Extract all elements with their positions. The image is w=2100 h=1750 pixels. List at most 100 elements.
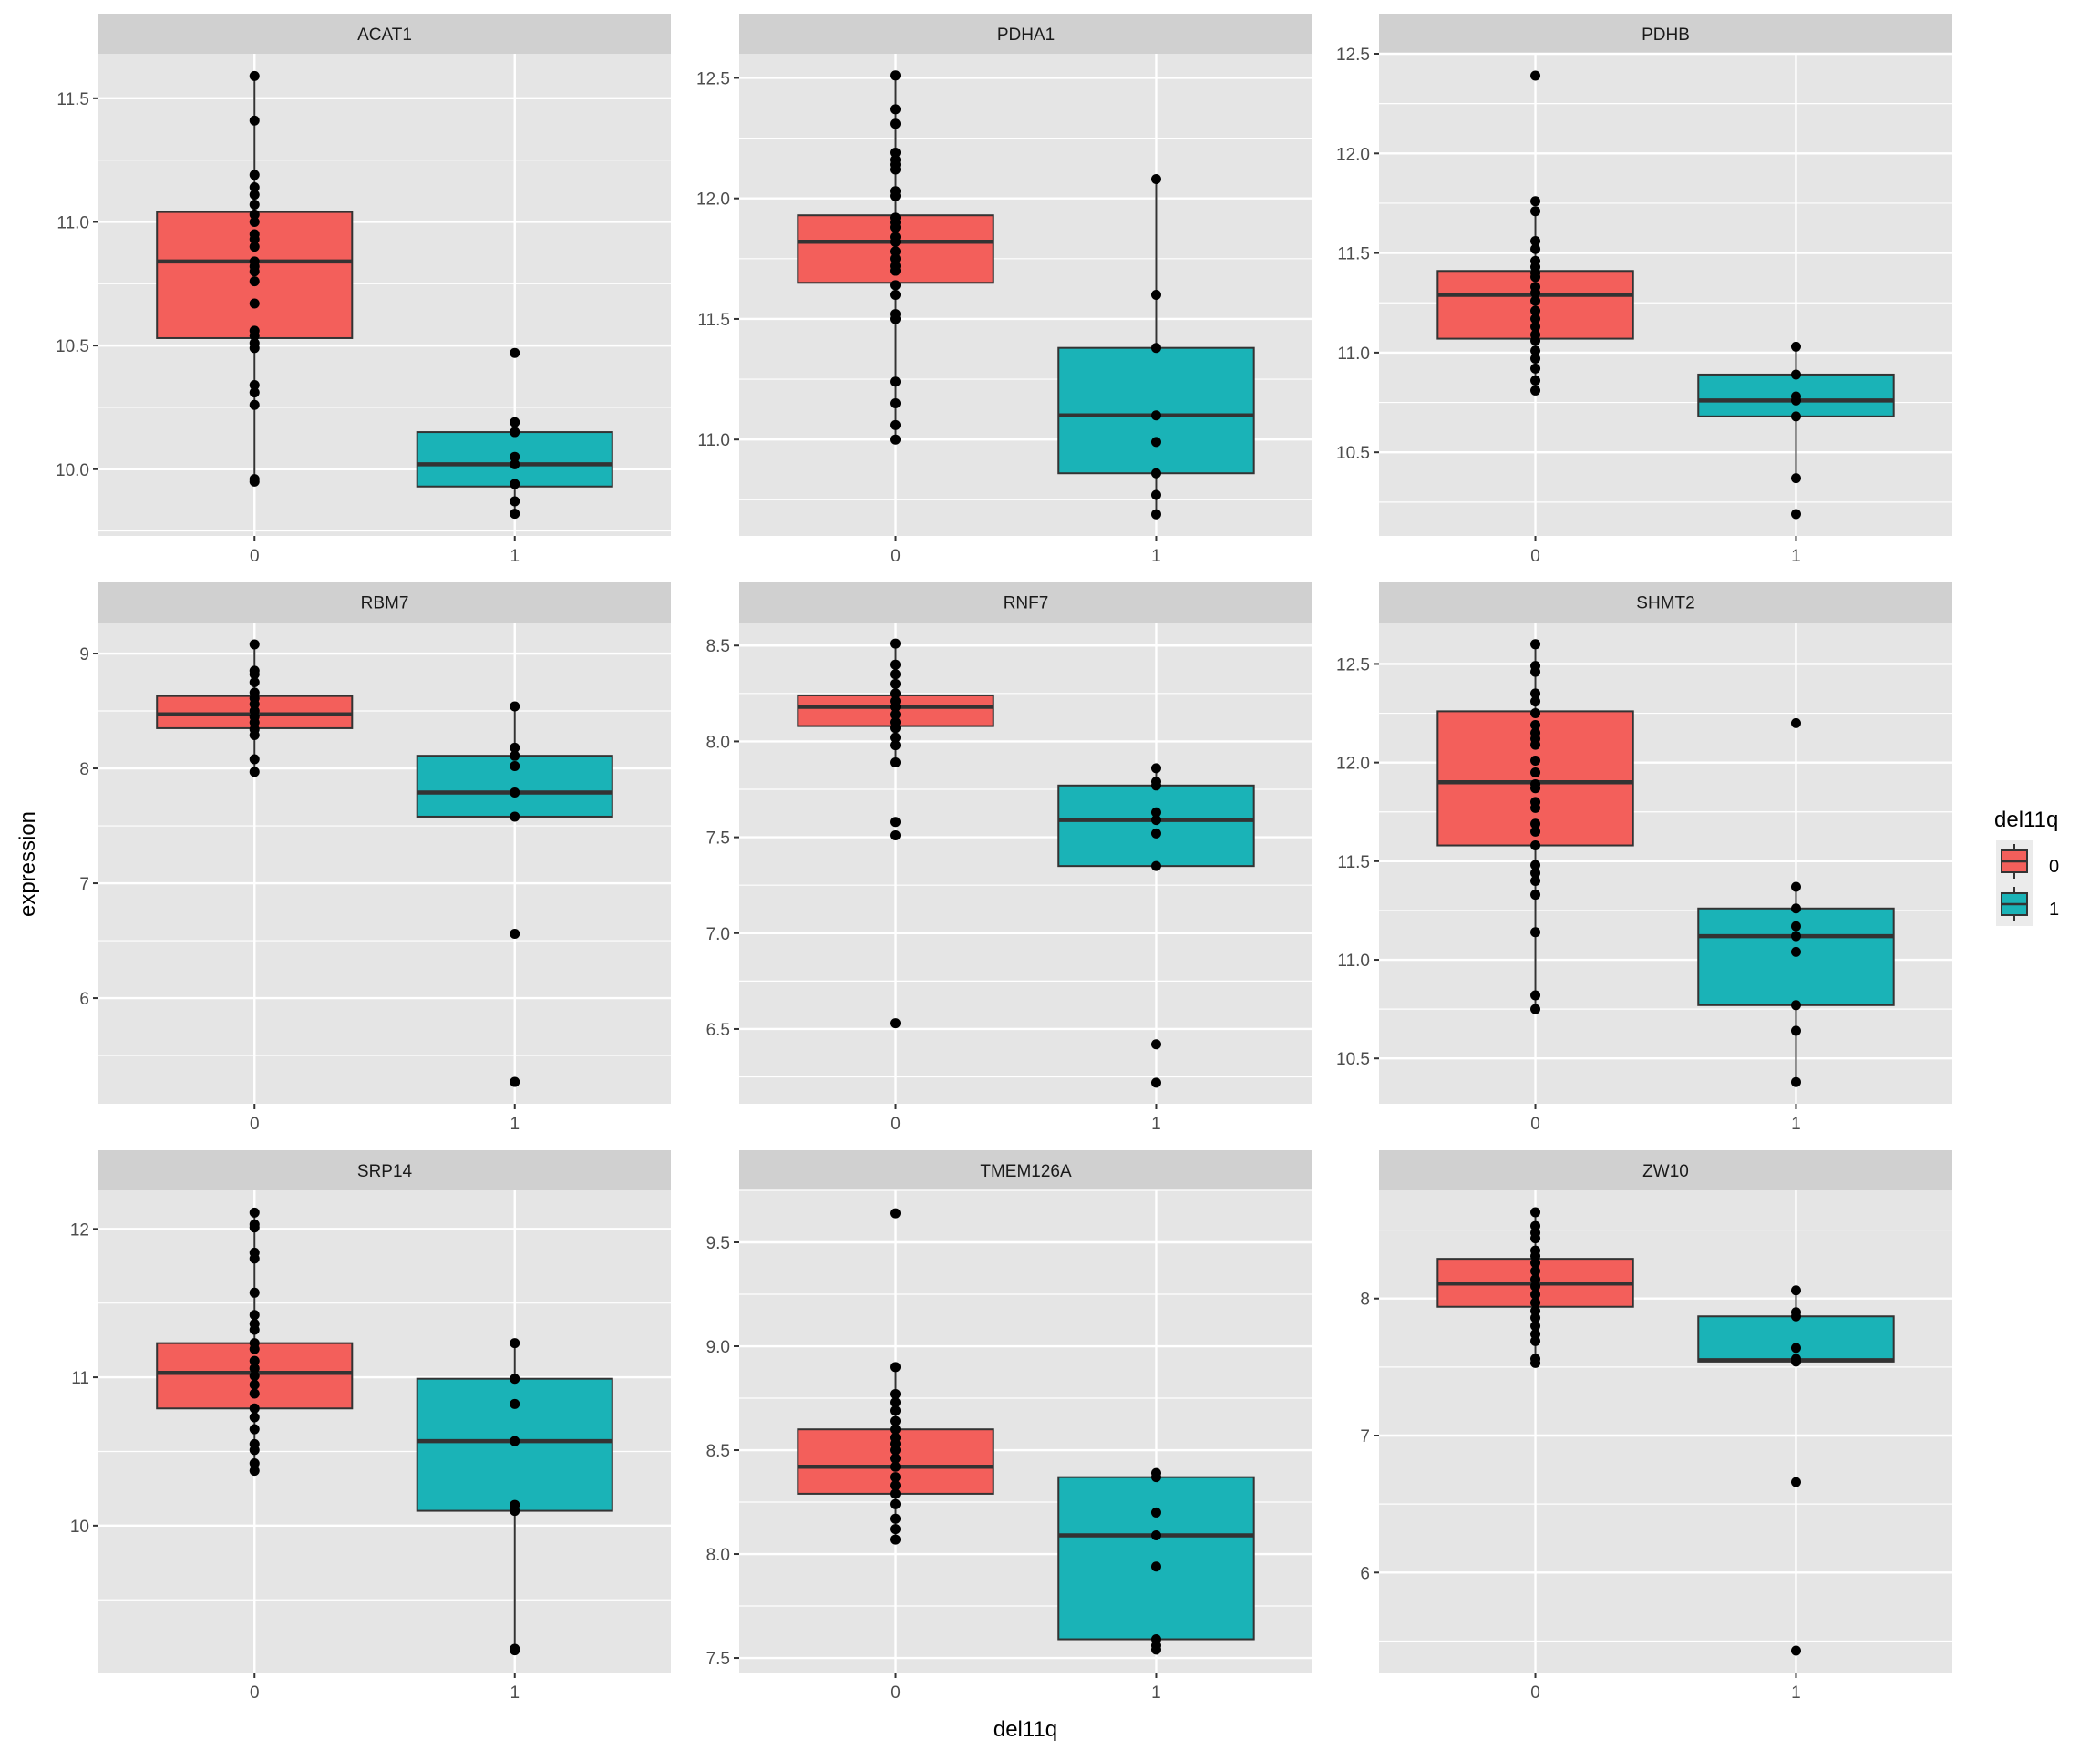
- box-group-0: [797, 638, 994, 1029]
- x-tick-label: 0: [1530, 1115, 1540, 1134]
- y-tick-label: 11: [71, 1369, 89, 1388]
- data-point: [890, 1513, 901, 1524]
- data-point: [1790, 1000, 1801, 1011]
- data-point: [510, 479, 520, 489]
- facet-panel-zw10: ZW10 6 7 8 0 1: [1360, 1150, 1952, 1703]
- data-point: [510, 1506, 520, 1517]
- data-point: [890, 817, 901, 828]
- data-point: [1150, 437, 1161, 448]
- data-point: [1150, 290, 1161, 300]
- data-point: [249, 1379, 260, 1390]
- data-point: [249, 190, 260, 201]
- data-point: [1150, 1644, 1161, 1655]
- data-point: [249, 669, 260, 680]
- y-tick-label: 8: [79, 760, 89, 779]
- x-tick-label: 0: [1530, 1683, 1540, 1703]
- data-point: [1790, 411, 1801, 422]
- facet-panel-rbm7: RBM7 6 7 8 9 0 1: [79, 582, 671, 1134]
- data-point: [1530, 1281, 1541, 1292]
- data-point: [1790, 1477, 1801, 1488]
- data-point: [249, 1253, 260, 1264]
- y-tick-label: 6.5: [706, 1021, 730, 1040]
- data-point: [890, 1208, 901, 1219]
- data-point: [890, 1445, 901, 1456]
- legend: del11q 0 1: [1994, 808, 2059, 926]
- facet-panels: ACAT1 10.0 10.5 11.0 11.5 0 1 PDHA1 11.0 11.5 12.0…: [56, 14, 1952, 1703]
- data-point: [1530, 1289, 1541, 1300]
- data-point: [1150, 860, 1161, 871]
- x-tick-label: 0: [890, 1115, 901, 1134]
- data-point: [1530, 1233, 1541, 1244]
- x-tick-label: 1: [1151, 1115, 1161, 1134]
- y-tick-label: 9.0: [706, 1338, 730, 1357]
- data-point: [1790, 473, 1801, 484]
- data-point: [1530, 345, 1541, 356]
- data-point: [890, 659, 901, 670]
- y-tick-label: 11.0: [1337, 345, 1370, 364]
- data-point: [1530, 353, 1541, 364]
- data-point: [1530, 335, 1541, 346]
- data-point: [1530, 783, 1541, 794]
- data-point: [890, 678, 901, 689]
- data-point: [890, 236, 901, 247]
- data-point: [1530, 1312, 1541, 1323]
- data-point: [1530, 739, 1541, 750]
- facet-strip: [98, 1150, 671, 1190]
- facet-strip-title: PDHA1: [997, 26, 1055, 45]
- facet-strip-title: SRP14: [357, 1162, 413, 1181]
- data-point: [249, 1412, 260, 1423]
- data-point: [1530, 206, 1541, 217]
- facet-panel-srp14: SRP14 10 11 12 0 1: [70, 1150, 671, 1703]
- data-point: [890, 398, 901, 409]
- data-point: [1530, 688, 1541, 699]
- data-point: [890, 221, 901, 232]
- data-point: [249, 170, 260, 180]
- data-point: [249, 70, 260, 81]
- data-point: [510, 1436, 520, 1446]
- data-point: [890, 1534, 901, 1545]
- facet-strip: [1379, 14, 1952, 54]
- y-tick-label: 9.5: [706, 1234, 730, 1253]
- data-point: [890, 1397, 901, 1408]
- data-point: [1150, 509, 1161, 520]
- data-point: [249, 677, 260, 688]
- data-point: [1790, 931, 1801, 942]
- box-group-1: [416, 347, 613, 520]
- data-point: [890, 1498, 901, 1509]
- data-point: [890, 709, 901, 720]
- data-point: [1790, 509, 1801, 520]
- data-point: [510, 458, 520, 469]
- data-point: [249, 343, 260, 354]
- box-group-0: [1436, 639, 1634, 1014]
- data-point: [1530, 1305, 1541, 1316]
- data-point: [1530, 802, 1541, 813]
- data-point: [890, 253, 901, 264]
- data-point: [1530, 321, 1541, 332]
- data-point: [890, 265, 901, 276]
- y-tick-label: 7: [79, 875, 89, 894]
- data-point: [1530, 860, 1541, 870]
- y-tick-label: 7: [1360, 1427, 1370, 1446]
- y-tick-label: 12.5: [696, 69, 730, 88]
- data-point: [1150, 1530, 1161, 1541]
- data-point: [249, 1466, 260, 1477]
- data-point: [890, 419, 901, 430]
- box-group-0: [1436, 70, 1634, 396]
- box-group-0: [797, 1208, 994, 1545]
- data-point: [249, 1287, 260, 1298]
- data-point: [249, 216, 260, 227]
- data-point: [249, 233, 260, 244]
- data-point: [890, 1524, 901, 1535]
- data-point: [249, 1324, 260, 1335]
- data-point: [249, 1457, 260, 1468]
- data-point: [249, 242, 260, 252]
- facet-strip-title: TMEM126A: [980, 1162, 1072, 1181]
- x-tick-label: 1: [510, 1683, 520, 1703]
- y-tick-label: 12.0: [1336, 755, 1370, 774]
- box-group-1: [1057, 174, 1255, 520]
- box-iqr: [1057, 784, 1255, 868]
- data-point: [1530, 666, 1541, 677]
- data-point: [1530, 890, 1541, 901]
- y-tick-label: 11.5: [697, 311, 730, 330]
- data-point: [890, 376, 901, 387]
